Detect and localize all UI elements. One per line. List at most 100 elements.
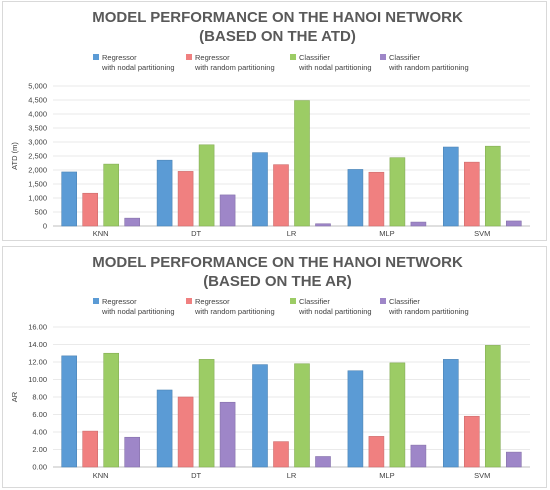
x-tick-label: DT	[191, 471, 201, 480]
y-tick-label: 0	[43, 222, 47, 231]
chart-title-line: (BASED ON THE ATD)	[199, 28, 356, 45]
bar	[156, 389, 173, 468]
y-tick-label: 12.00	[28, 358, 47, 367]
bar	[463, 415, 480, 468]
x-tick-label: KNN	[93, 471, 109, 480]
y-tick-label: 4,500	[28, 96, 47, 105]
bar	[442, 146, 459, 227]
chart-title-line: MODEL PERFORMANCE ON THE HANOI NETWORK	[92, 254, 463, 271]
ar-chart-panel: MODEL PERFORMANCE ON THE HANOI NETWORK (B…	[2, 246, 547, 488]
bar	[410, 221, 427, 227]
bar	[505, 451, 522, 468]
y-tick-label: 16.00	[28, 323, 47, 332]
bar	[61, 171, 78, 227]
chart-svg: MODEL PERFORMANCE ON THE HANOI NETWORK (B…	[10, 9, 530, 238]
y-tick-label: 4.00	[32, 428, 47, 437]
bar	[484, 345, 501, 468]
legend-label-sub: with random partitioning	[194, 307, 275, 316]
legend-label-sub: with nodal partitioning	[101, 63, 175, 72]
x-tick-label: KNN	[93, 229, 109, 238]
bar	[156, 159, 173, 227]
bar	[177, 396, 194, 468]
y-tick-label: 2.00	[32, 445, 47, 454]
legend-label-sub: with random partitioning	[388, 63, 469, 72]
bar	[463, 161, 480, 227]
legend-label: Classifier	[299, 53, 330, 62]
bar	[252, 364, 268, 468]
bar	[103, 163, 119, 227]
bar	[389, 157, 406, 227]
y-tick-label: 2,500	[28, 152, 47, 161]
y-tick-label: 1,000	[28, 194, 47, 203]
chart-title-line: (BASED ON THE AR)	[203, 273, 352, 290]
legend-swatch	[93, 54, 99, 60]
bar	[103, 352, 119, 468]
bar	[389, 362, 406, 468]
legend-label-sub: with random partitioning	[388, 307, 469, 316]
bar	[410, 444, 427, 468]
bar	[124, 217, 140, 227]
bar	[484, 145, 501, 227]
y-axis-title: ATD (m)	[10, 142, 19, 170]
bar	[82, 192, 98, 227]
bar	[315, 456, 331, 468]
bar	[198, 359, 215, 468]
x-tick-label: SVM	[474, 229, 490, 238]
x-tick-label: MLP	[379, 471, 394, 480]
chart-svg: MODEL PERFORMANCE ON THE HANOI NETWORK (B…	[10, 254, 530, 480]
bar	[219, 194, 236, 227]
legend-swatch	[380, 298, 386, 304]
legend-swatch	[290, 54, 296, 60]
bar	[347, 370, 364, 468]
legend-label-sub: with nodal partitioning	[101, 307, 175, 316]
legend-swatch	[186, 54, 192, 60]
y-tick-label: 6.00	[32, 410, 47, 419]
y-tick-label: 3,500	[28, 124, 47, 133]
bar	[177, 171, 194, 227]
bar	[442, 359, 459, 468]
legend-label-sub: with nodal partitioning	[298, 307, 372, 316]
bar	[294, 363, 310, 468]
y-tick-label: 500	[34, 208, 47, 217]
bar	[294, 100, 310, 227]
bar	[315, 223, 331, 227]
x-tick-label: MLP	[379, 229, 394, 238]
bar	[273, 441, 289, 468]
legend-label: Regressor	[195, 53, 230, 62]
bar	[368, 171, 385, 227]
bar	[505, 220, 522, 227]
y-tick-label: 2,000	[28, 166, 47, 175]
legend-label: Classifier	[299, 297, 330, 306]
y-axis-title: AR	[10, 391, 19, 402]
x-tick-label: LR	[287, 471, 297, 480]
legend-label: Regressor	[102, 53, 137, 62]
legend-swatch	[93, 298, 99, 304]
legend-swatch	[186, 298, 192, 304]
chart-title-line: MODEL PERFORMANCE ON THE HANOI NETWORK	[92, 9, 463, 26]
legend-label: Classifier	[389, 297, 420, 306]
x-tick-label: DT	[191, 229, 201, 238]
legend-swatch	[290, 298, 296, 304]
bar	[61, 355, 78, 468]
y-tick-label: 4,000	[28, 110, 47, 119]
legend-label: Regressor	[102, 297, 137, 306]
y-tick-label: 8.00	[32, 393, 47, 402]
bar	[124, 436, 140, 468]
x-tick-label: LR	[287, 229, 297, 238]
y-tick-label: 1,500	[28, 180, 47, 189]
y-tick-label: 0.00	[32, 463, 47, 472]
legend-swatch	[380, 54, 386, 60]
legend-label-sub: with random partitioning	[194, 63, 275, 72]
atd-chart-panel: MODEL PERFORMANCE ON THE HANOI NETWORK (B…	[2, 1, 547, 241]
y-tick-label: 3,000	[28, 138, 47, 147]
y-tick-label: 10.00	[28, 375, 47, 384]
legend-label: Classifier	[389, 53, 420, 62]
legend-label-sub: with nodal partitioning	[298, 63, 372, 72]
y-tick-label: 5,000	[28, 82, 47, 91]
y-tick-label: 14.00	[28, 340, 47, 349]
bar	[252, 152, 268, 227]
bar	[347, 169, 364, 227]
bar	[368, 436, 385, 468]
x-tick-label: SVM	[474, 471, 490, 480]
bar	[219, 401, 236, 468]
